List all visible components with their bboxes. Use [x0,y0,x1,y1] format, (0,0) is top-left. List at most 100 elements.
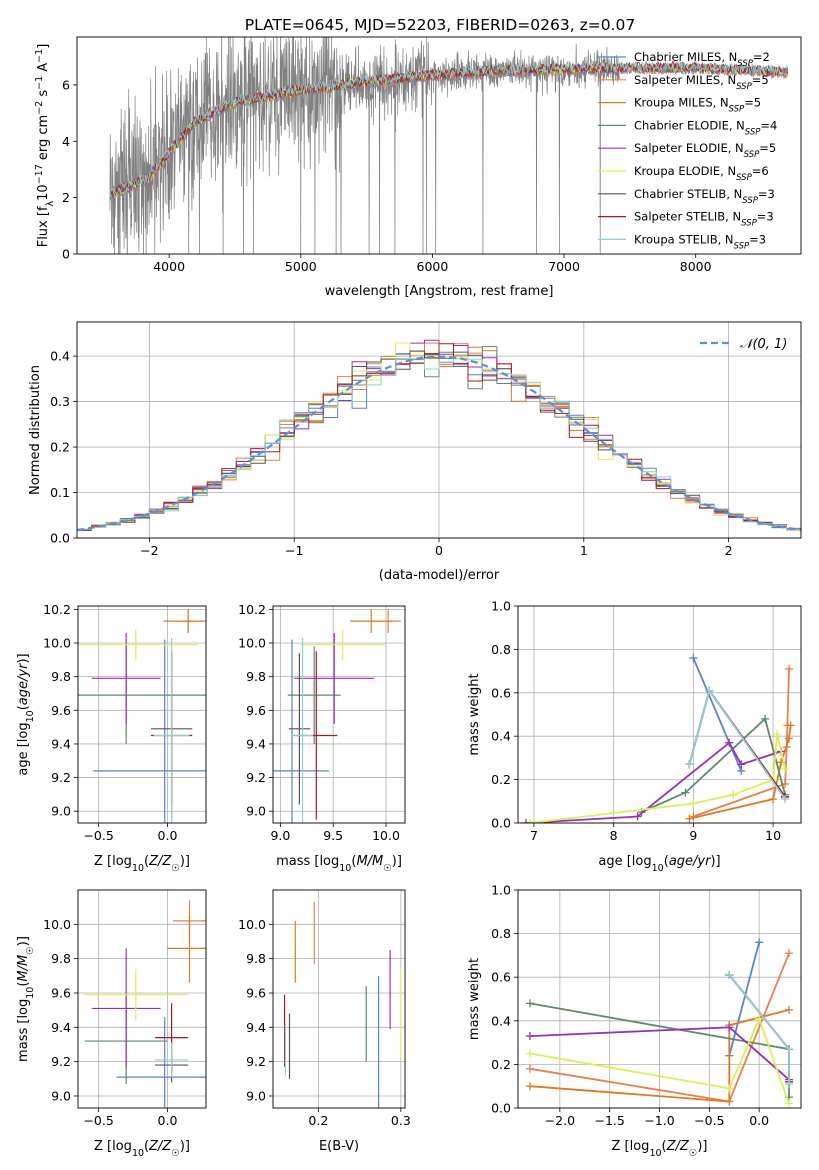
y-tick-label: 9.0 [246,804,266,819]
weight-line [529,1016,790,1104]
label-part: M/M [16,955,31,982]
y-tick-label: 9.0 [246,1088,266,1103]
legend-value: =6 [752,164,769,178]
y-tick-label: 0.2 [491,1057,511,1072]
weight-marker [785,1099,794,1108]
y-tick-label: 4 [62,134,70,149]
weight-marker [781,764,790,773]
y-tick-label: 10.0 [43,636,71,651]
spectrum-lines [109,37,788,254]
weight-lines [521,654,795,823]
label-part: )] [16,653,31,663]
legend-name: Chabrier MILES, N [634,50,737,64]
x-tick-label: −2.0 [545,1113,575,1128]
model-fit-line [109,60,788,198]
y-tick-label: 0.2 [491,772,511,787]
label-part: Z [log [612,1139,650,1154]
label-part: )] [180,1139,190,1154]
legend-sub: SSP [745,127,761,137]
label-part: erg cm [36,115,51,164]
legend-value: =5 [744,96,761,110]
legend-sub: SSP [744,150,760,160]
weight-vs-metallicity-panel: −2.0 −1.5 −1.0 −0.5 0.0 0.0 0.2 0.4 0.6 0.8 1.0 Z [… [467,883,802,1159]
label-part: )] [697,1139,707,1154]
legend-sub: SSP [741,219,757,229]
x-tick-label: 0.2 [308,1113,328,1128]
label-part: A [36,63,51,76]
legend-normal-label: 𝒩(0, 1) [740,337,787,352]
weight-marker [525,1064,534,1073]
weight-marker [737,760,746,769]
axes-frame [272,605,406,824]
label-part: Z/Z [148,854,172,869]
x-tick-label: −0.5 [694,1113,724,1128]
normal-curve [77,355,801,532]
label-part: 10 [132,863,144,874]
x-tick-label: 0.0 [158,828,178,843]
y-tick-label: 0.6 [491,685,511,700]
legend-entry: Chabrier STELIB, NSSP=3 [634,187,775,206]
x-axis-label: wavelength [Angstrom, rest frame] [325,284,554,299]
x-tick-label: 5000 [285,259,317,274]
legend-sub: SSP [737,59,753,69]
weight-marker [785,949,794,958]
y-tick-label: 9.2 [51,1054,71,1069]
label-part: age [log [16,722,31,775]
weight-marker [525,1032,534,1041]
legend-entry: Chabrier ELODIE, NSSP=4 [634,118,777,137]
label-part: E(B-V) [319,1139,359,1154]
weight-line [689,725,792,820]
weight-marker [685,814,694,823]
gridlines [78,606,206,823]
legend-value: =5 [752,73,769,87]
axes-frame [517,605,802,824]
axes-frame [77,889,207,1109]
legend-value: =3 [757,210,774,224]
label-part: age/yr [16,662,31,705]
weight-marker [773,730,782,739]
legend-entry: Salpeter MILES, NSSP=5 [634,73,769,92]
label-part: age/yr [669,854,712,869]
label-part: 10 [339,863,351,874]
y-tick-label: 9.0 [51,1088,71,1103]
weight-lines [525,938,794,1108]
label-part: ( [662,1139,667,1154]
weight-marker [729,790,738,799]
y-tick-label: 9.8 [51,951,71,966]
y-tick-label: 0 [62,247,70,262]
y-tick-label: 9.4 [246,1020,266,1035]
legend-name: Salpeter ELODIE, N [634,141,744,155]
weight-marker [785,1080,794,1089]
weight-line [692,657,743,772]
label-part: ( [351,854,356,869]
weight-marker [521,819,530,823]
weight-marker [769,795,778,804]
weight-marker [785,1005,794,1014]
y-tick-label: 0.4 [491,729,511,744]
label-part: mass [log [276,854,339,869]
label-part: 10 [36,184,51,201]
legend-entry: Kroupa STELIB, NSSP=3 [634,232,766,251]
label-part: ( [16,982,31,987]
y-tick-label: 9.4 [51,1020,71,1035]
y-tick-label: 10.0 [238,917,266,932]
weight-marker [725,1097,734,1106]
axes-frame [76,321,802,539]
error-bars [78,609,206,823]
x-tick-label: −0.5 [83,1113,113,1128]
weight-marker [689,654,698,663]
label-part: ☉ [25,946,36,955]
y-axis-label: Normed distribution [28,365,43,495]
legend-name: Kroupa STELIB, N [634,232,734,246]
y-tick-label: 1.0 [491,883,511,898]
label-part: 10 [652,863,664,874]
y-tick-label: 1.0 [491,599,511,614]
axes-frame [77,605,207,824]
y-tick-label: 2 [62,190,70,205]
y-tick-label: 9.2 [246,770,266,785]
label-part: )] [392,854,402,869]
x-tick-label: 2 [725,543,733,558]
y-tick-label: 9.6 [51,985,71,1000]
y-tick-label: 0.1 [50,485,70,500]
